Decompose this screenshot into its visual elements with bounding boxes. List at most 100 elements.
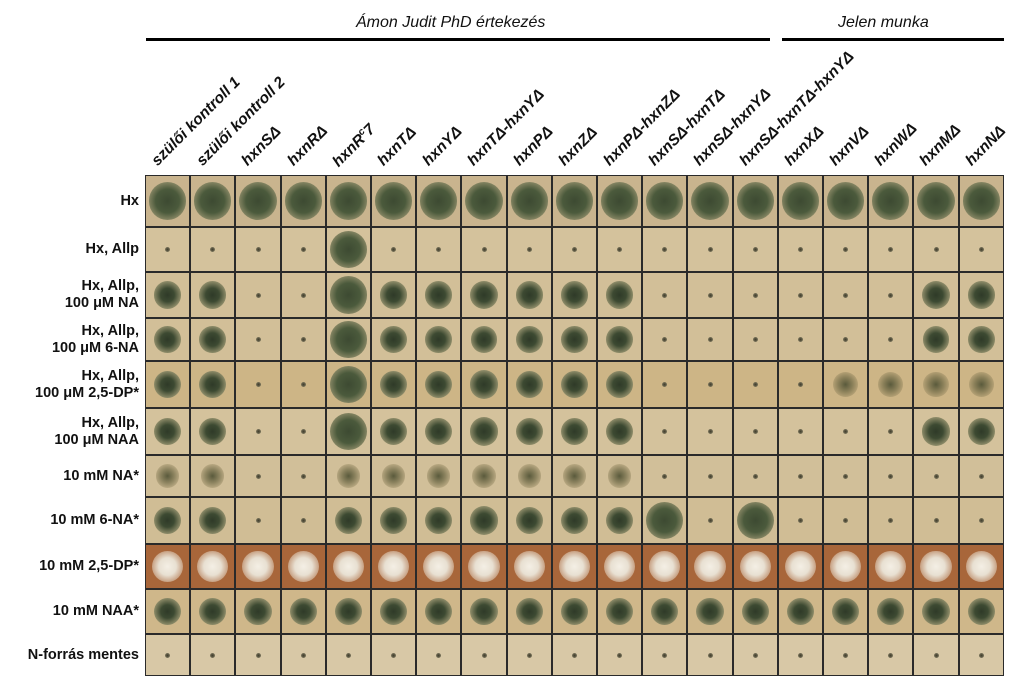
colony bbox=[694, 550, 726, 583]
plate-cell bbox=[416, 361, 461, 408]
colony bbox=[920, 550, 952, 583]
colony bbox=[516, 326, 543, 353]
colony bbox=[560, 417, 589, 446]
plate-cell bbox=[326, 361, 371, 408]
plate-cell bbox=[507, 634, 552, 676]
plate-cell bbox=[235, 544, 281, 589]
plate-cell bbox=[145, 589, 190, 634]
plate-cell bbox=[371, 634, 416, 676]
colony bbox=[470, 326, 498, 353]
plate-cell bbox=[552, 318, 597, 361]
colony bbox=[562, 464, 587, 488]
plate-cell bbox=[868, 272, 913, 318]
plate-cell bbox=[778, 318, 823, 361]
plate-cell bbox=[959, 589, 1004, 634]
plate-cell bbox=[190, 408, 235, 455]
plate-cell bbox=[416, 318, 461, 361]
colony bbox=[843, 429, 848, 434]
plate-cell bbox=[326, 175, 371, 227]
plate-cell bbox=[552, 227, 597, 272]
plate-cell bbox=[868, 175, 913, 227]
column-header-9: hxnPΔ bbox=[510, 123, 557, 170]
plate-cell bbox=[733, 497, 778, 544]
colony bbox=[422, 550, 455, 583]
colony bbox=[379, 281, 408, 309]
plate-cell bbox=[461, 455, 507, 497]
plate-cell bbox=[461, 227, 507, 272]
plate-cell bbox=[190, 455, 235, 497]
colony bbox=[645, 182, 684, 220]
column-header-text: szülői kontroll 1 bbox=[148, 73, 244, 170]
plate-cell bbox=[552, 589, 597, 634]
colony bbox=[888, 247, 893, 252]
plate-cell bbox=[687, 589, 733, 634]
plate-cell bbox=[642, 544, 687, 589]
colony bbox=[617, 652, 622, 658]
plate-cell bbox=[190, 318, 235, 361]
column-header-text: hxnSΔ bbox=[238, 123, 285, 170]
plate-cell bbox=[281, 318, 326, 361]
plate-cell bbox=[823, 361, 868, 408]
plate-cell bbox=[913, 408, 959, 455]
colony bbox=[874, 550, 907, 583]
colony bbox=[916, 181, 956, 221]
colony bbox=[381, 464, 406, 488]
colony bbox=[798, 337, 803, 342]
plate-cell bbox=[913, 544, 959, 589]
colony bbox=[979, 518, 984, 523]
column-header-text: szülői kontroll 2 bbox=[193, 73, 289, 170]
colony bbox=[527, 652, 532, 658]
plate-cell bbox=[145, 272, 190, 318]
colony bbox=[962, 182, 1001, 220]
colony bbox=[662, 337, 667, 342]
colony bbox=[606, 326, 633, 353]
plate-cell bbox=[371, 497, 416, 544]
colony bbox=[662, 247, 667, 252]
column-header-text: hxnVΔ bbox=[826, 123, 873, 170]
colony bbox=[707, 473, 713, 479]
colony bbox=[153, 370, 182, 399]
colony bbox=[513, 550, 546, 583]
colony bbox=[330, 321, 367, 358]
colony bbox=[148, 182, 187, 220]
colony bbox=[979, 473, 984, 479]
plate-cell bbox=[597, 272, 642, 318]
colony bbox=[572, 247, 577, 252]
colony bbox=[472, 464, 496, 488]
colony bbox=[560, 370, 589, 399]
colony bbox=[284, 182, 323, 220]
plate-cell bbox=[507, 497, 552, 544]
plate-cell bbox=[190, 497, 235, 544]
row-label-6: Hx, Allp, 100 μM NAA bbox=[54, 414, 139, 448]
plate-cell bbox=[190, 634, 235, 676]
colony bbox=[515, 597, 544, 626]
colony bbox=[736, 501, 775, 540]
plate-cell bbox=[687, 408, 733, 455]
plate-cell bbox=[416, 589, 461, 634]
plate-cell bbox=[145, 318, 190, 361]
colony bbox=[798, 518, 803, 523]
colony bbox=[555, 182, 594, 220]
colony bbox=[798, 247, 803, 252]
plate-cell bbox=[597, 544, 642, 589]
colony bbox=[517, 464, 542, 488]
plate-cell bbox=[642, 175, 687, 227]
column-header-suffix: 7 bbox=[360, 120, 379, 140]
plate-cell bbox=[959, 175, 1004, 227]
colony bbox=[888, 429, 893, 434]
colony bbox=[753, 382, 758, 387]
plate-cell bbox=[959, 634, 1004, 676]
plate-cell bbox=[461, 175, 507, 227]
plate-cell bbox=[733, 318, 778, 361]
colony bbox=[617, 247, 622, 252]
colony bbox=[329, 276, 368, 314]
plate-cell bbox=[733, 227, 778, 272]
column-header-text: hxnSΔ-hxnTΔ bbox=[645, 85, 729, 170]
plate-cell bbox=[733, 175, 778, 227]
colony bbox=[379, 417, 408, 446]
column-header-text: hxnXΔ bbox=[781, 123, 828, 170]
plate-cell bbox=[416, 455, 461, 497]
colony bbox=[753, 337, 758, 342]
plate-cell bbox=[507, 589, 552, 634]
plate-cell bbox=[461, 497, 507, 544]
